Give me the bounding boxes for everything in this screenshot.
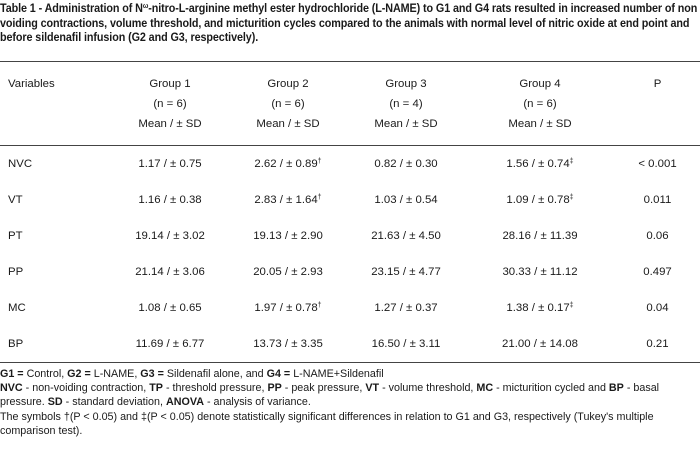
significance-mark: † [317,158,322,165]
cell-variable: VT [8,194,23,206]
cell-group-3: 21.63 / ± 4.50 [371,230,441,242]
footnote-symbols: The symbols †(P < 0.05) and ‡(P < 0.05) … [0,410,654,437]
significance-mark: † [317,194,322,201]
significance-mark: ‡ [569,302,574,309]
table-footnotes: G1 = Control, G2 = L-NAME, G3 = Sildenaf… [0,367,699,438]
cell-group-4: 1.09 / ± 0.78‡ [506,194,574,206]
data-table-container: Variables Group 1 (n = 6) Mean / ± SD Grou… [0,61,700,363]
table-row: PT 19.14 / ± 3.02 19.13 / ± 2.90 21.63 /… [0,218,700,254]
table-row: VT 1.16 / ± 0.38 2.83 / ± 1.64† 1.03 / ±… [0,182,700,218]
title-prefix: Table 1 - Administration of N [0,2,143,15]
significance-mark: † [317,302,322,309]
table-header-row: Variables Group 1 (n = 6) Mean / ± SD Grou… [0,61,700,146]
cell-p-value: 0.011 [643,194,672,206]
cell-group-3: 1.27 / ± 0.37 [374,302,438,314]
cell-group-1: 1.16 / ± 0.38 [138,194,202,206]
cell-group-2: 19.13 / ± 2.90 [253,230,323,242]
cell-variable: NVC [8,158,33,170]
cell-group-1: 1.08 / ± 0.65 [138,302,202,314]
cell-p-value: 0.06 [646,230,669,242]
cell-group-1: 19.14 / ± 3.02 [135,230,205,242]
cell-group-4: 30.33 / ± 11.12 [502,266,578,278]
header-group-3: Group 3 (n = 4) Mean / ± SD [374,77,438,130]
cell-group-4: 1.56 / ± 0.74‡ [506,158,574,170]
footnote-groups: G1 = Control, G2 = L-NAME, G3 = Sildenaf… [0,368,384,380]
significance-mark: ‡ [569,158,574,165]
title-rest: -nitro-L-arginine methyl ester hydrochlo… [0,2,698,45]
table-row: NVC 1.17 / ± 0.75 2.62 / ± 0.89† 0.82 / … [0,146,700,183]
header-p: P [653,77,662,90]
cell-group-1: 21.14 / ± 3.06 [135,266,205,278]
cell-group-1: 1.17 / ± 0.75 [138,158,202,170]
header-variables: Variables [8,77,55,90]
header-group-1: Group 1 (n = 6) Mean / ± SD [138,77,202,130]
data-table: Variables Group 1 (n = 6) Mean / ± SD Grou… [0,61,700,363]
cell-variable: BP [8,338,24,350]
title-superscript: ω [142,3,149,10]
cell-group-4: 1.38 / ± 0.17‡ [506,302,574,314]
cell-p-value: 0.21 [646,338,669,350]
cell-group-1: 11.69 / ± 6.77 [135,338,205,350]
footnote-abbreviations: NVC - non-voiding contraction, TP - thre… [0,382,660,409]
cell-group-2: 13.73 / ± 3.35 [253,338,323,350]
header-group-2: Group 2 (n = 6) Mean / ± SD [256,77,320,130]
cell-variable: MC [8,302,26,314]
cell-group-4: 28.16 / ± 11.39 [502,230,578,242]
cell-group-3: 0.82 / ± 0.30 [374,158,438,170]
cell-group-3: 16.50 / ± 3.11 [371,338,441,350]
table-row: BP 11.69 / ± 6.77 13.73 / ± 3.35 16.50 /… [0,326,700,363]
cell-variable: PT [8,230,23,242]
significance-mark: ‡ [569,194,574,201]
cell-group-4: 21.00 / ± 14.08 [502,338,578,350]
cell-group-2: 2.62 / ± 0.89† [254,158,322,170]
cell-group-3: 23.15 / ± 4.77 [371,266,441,278]
cell-group-2: 2.83 / ± 1.64† [254,194,322,206]
cell-group-2: 20.05 / ± 2.93 [253,266,323,278]
table-row: MC 1.08 / ± 0.65 1.97 / ± 0.78† 1.27 / ±… [0,290,700,326]
cell-variable: PP [8,266,24,278]
cell-p-value: 0.497 [643,266,672,278]
table-title: Table 1 - Administration of Nω-nitro-L-a… [0,0,698,46]
cell-p-value: < 0.001 [638,158,677,170]
cell-p-value: 0.04 [646,302,669,314]
table-row: PP 21.14 / ± 3.06 20.05 / ± 2.93 23.15 /… [0,254,700,290]
cell-group-2: 1.97 / ± 0.78† [254,302,322,314]
header-group-4: Group 4 (n = 6) Mean / ± SD [508,77,572,130]
cell-group-3: 1.03 / ± 0.54 [374,194,438,206]
